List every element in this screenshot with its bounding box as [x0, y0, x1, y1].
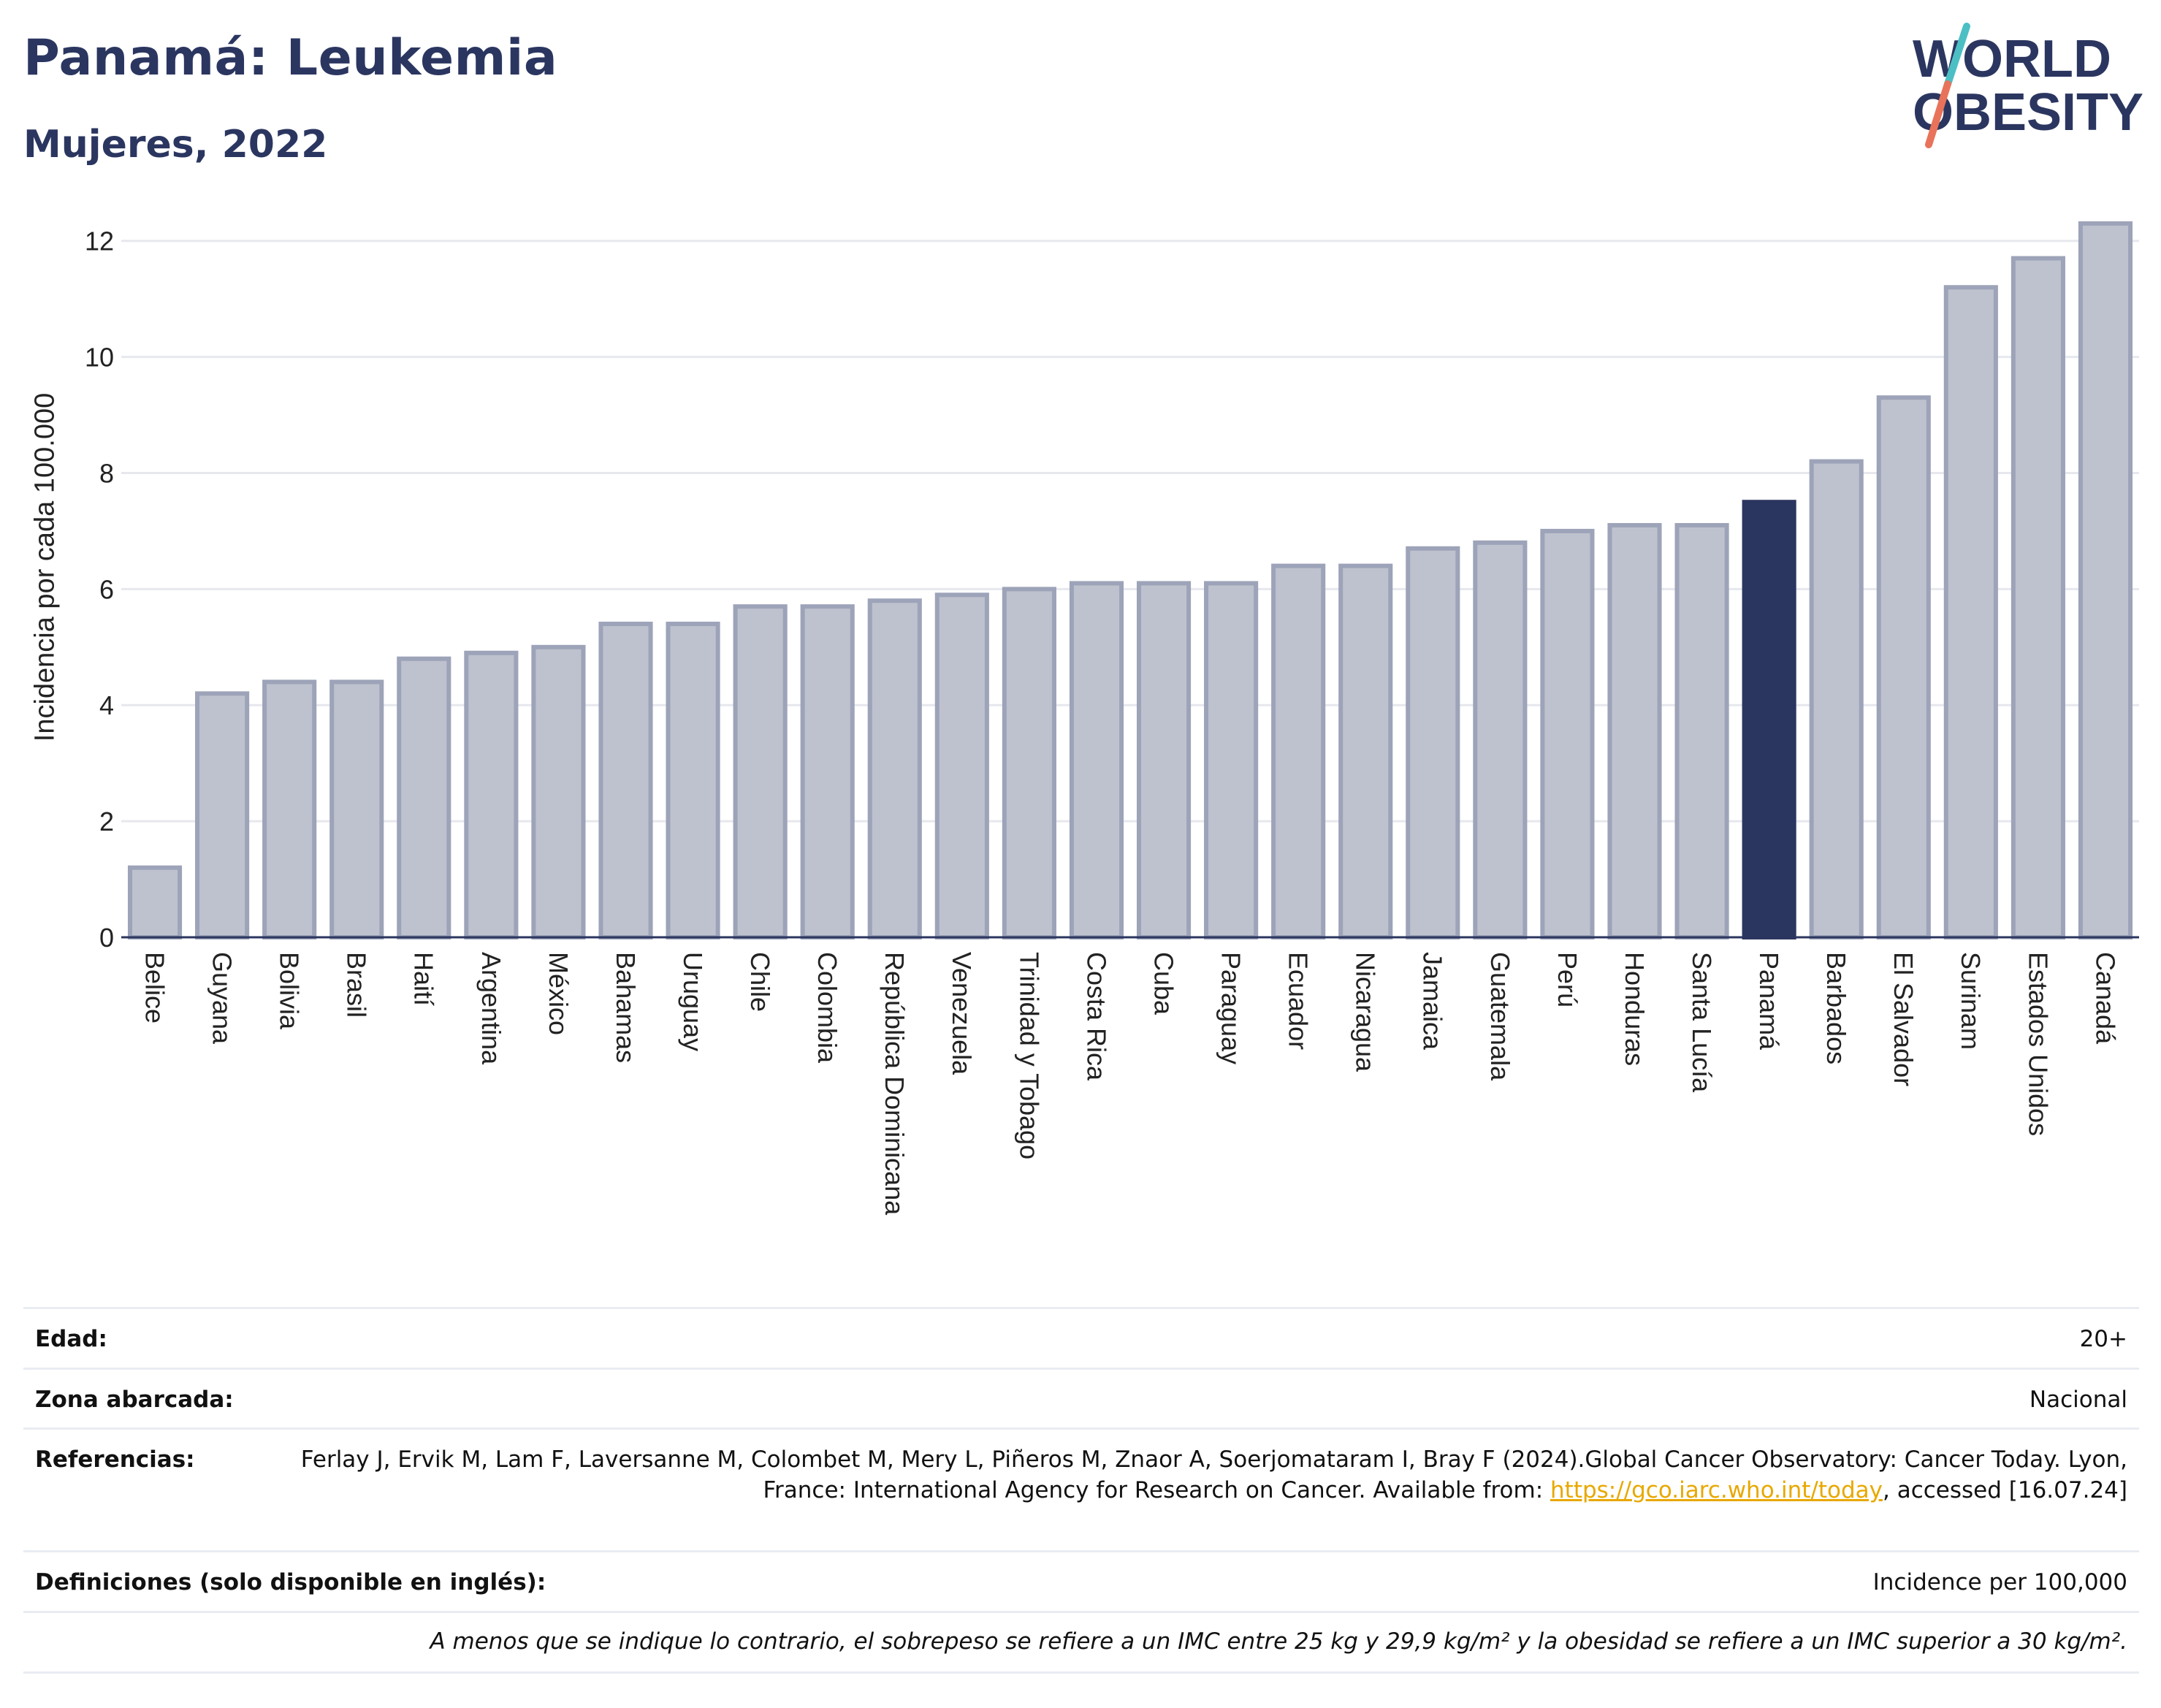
- bar-belice: [127, 865, 183, 939]
- bar-cuba: [1136, 581, 1192, 940]
- info-row-zone: Zona abarcada: Nacional: [23, 1370, 2139, 1430]
- bar-venezuela: [934, 592, 989, 940]
- x-tick-label: Colombia: [812, 952, 842, 1064]
- bar-honduras: [1607, 522, 1662, 939]
- x-tick-label: Nicaragua: [1351, 952, 1381, 1072]
- y-tick-label: 10: [85, 343, 114, 373]
- zone-value: Nacional: [2029, 1387, 2127, 1413]
- x-tick-label: Barbados: [1821, 952, 1851, 1064]
- bar-brasil: [329, 679, 384, 939]
- x-tick-label: Bolivia: [275, 952, 305, 1030]
- world-obesity-logo: WORLD OBESITY: [1913, 23, 2143, 148]
- bar-canadá: [2078, 221, 2133, 939]
- bar-el-salvador: [1876, 395, 1931, 939]
- y-tick-label: 4: [99, 690, 114, 720]
- bar-estados-unidos: [2011, 256, 2065, 939]
- logo-slash-top: [1944, 23, 1970, 88]
- grid-lines: [121, 240, 2139, 823]
- x-axis-labels: Belice Guyana Bolivia Brasil Haití Argentina M…: [140, 952, 2120, 1216]
- x-tick-label: Cuba: [1148, 952, 1178, 1015]
- bar-haití: [397, 656, 451, 939]
- x-tick-label: Paraguay: [1216, 952, 1246, 1064]
- x-tick-label: Costa Rica: [1081, 952, 1111, 1081]
- bar-uruguay: [666, 622, 720, 939]
- bar-santa-lucía: [1674, 522, 1729, 939]
- x-tick-label: Guatemala: [1485, 952, 1515, 1081]
- y-axis-label: Incidencia por cada 100.000: [29, 393, 60, 741]
- x-tick-label: Panamá: [1754, 952, 1784, 1051]
- info-table: Edad: 20+ Zona abarcada: Nacional Refere…: [23, 1307, 2139, 1674]
- zone-label: Zona abarcada:: [35, 1387, 234, 1413]
- definitions-value: Incidence per 100,000: [1872, 1569, 2127, 1595]
- x-tick-label: Trinidad y Tobago: [1014, 952, 1044, 1159]
- bar-paraguay: [1204, 581, 1259, 940]
- info-row-note: A menos que se indique lo contrario, el …: [23, 1613, 2139, 1674]
- chart-subtitle: Mujeres, 2022: [23, 123, 328, 167]
- logo-slash-bottom: [1925, 80, 1951, 148]
- references-accessed: , accessed [16.07.24]: [1882, 1477, 2127, 1503]
- x-tick-label: Canadá: [2090, 952, 2120, 1045]
- bar-nicaragua: [1338, 563, 1393, 939]
- bars: [127, 221, 2133, 940]
- x-tick-label: México: [544, 952, 573, 1035]
- y-tick-label: 12: [85, 226, 114, 256]
- x-tick-label: Guyana: [207, 952, 237, 1045]
- definitions-label: Definiciones (solo disponible en inglés)…: [35, 1569, 546, 1595]
- x-tick-label: Santa Lucía: [1687, 952, 1717, 1093]
- bar-bolivia: [262, 679, 317, 939]
- x-tick-label: Chile: [745, 952, 775, 1012]
- bar-chart: 0 2 4 6 8 10 12 Belice Guyana Bolivia Brasil Haití…: [29, 221, 2139, 1216]
- age-value: 20+: [2079, 1326, 2127, 1352]
- bar-méxico: [531, 644, 586, 939]
- x-tick-label: Uruguay: [678, 952, 708, 1051]
- bar-colombia: [800, 604, 855, 940]
- chart-title: Panamá: Leukemia: [23, 29, 558, 87]
- x-tick-label: Venezuela: [947, 952, 977, 1075]
- x-tick-label: Perú: [1552, 952, 1582, 1007]
- y-tick-label: 2: [99, 807, 114, 836]
- x-tick-label: Belice: [140, 952, 169, 1023]
- bar-surinam: [1943, 285, 1998, 940]
- bar-guatemala: [1473, 540, 1528, 939]
- bar-ecuador: [1271, 563, 1326, 939]
- bar-costa-rica: [1069, 581, 1124, 940]
- x-tick-label: El Salvador: [1889, 952, 1918, 1086]
- info-row-definitions: Definiciones (solo disponible en inglés)…: [23, 1552, 2139, 1613]
- bar-bahamas: [598, 622, 653, 939]
- bar-trinidad-y-tobago: [1002, 587, 1056, 939]
- y-tick-label: 0: [99, 923, 114, 953]
- y-tick-label: 8: [99, 458, 114, 488]
- references-link[interactable]: https://gco.iarc.who.int/today: [1550, 1477, 1883, 1503]
- bar-panamá: [1742, 500, 1796, 939]
- y-tick-label: 6: [99, 574, 114, 604]
- x-tick-label: Haití: [409, 952, 439, 1006]
- references-label: Referencias:: [35, 1446, 195, 1473]
- x-tick-label: Ecuador: [1284, 952, 1314, 1050]
- age-label: Edad:: [35, 1326, 107, 1352]
- references-text: Ferlay J, Ervik M, Lam F, Laversanne M, …: [300, 1446, 2127, 1503]
- bar-guyana: [195, 691, 250, 939]
- x-tick-label: Estados Unidos: [2023, 952, 2053, 1136]
- x-tick-label: Jamaica: [1418, 952, 1448, 1051]
- bar-perú: [1540, 528, 1595, 939]
- x-tick-label: República Dominicana: [880, 952, 910, 1216]
- bar-república-dominicana: [867, 598, 922, 939]
- info-row-age: Edad: 20+: [23, 1309, 2139, 1370]
- info-row-references: Referencias: Ferlay J, Ervik M, Lam F, L…: [23, 1430, 2139, 1552]
- bar-jamaica: [1406, 546, 1460, 939]
- x-tick-label: Brasil: [342, 952, 372, 1018]
- footnote: A menos que se indique lo contrario, el …: [430, 1628, 2127, 1655]
- x-tick-label: Surinam: [1956, 952, 1986, 1050]
- y-axis-ticks: 0 2 4 6 8 10 12: [85, 226, 114, 953]
- bar-argentina: [464, 650, 519, 940]
- x-tick-label: Bahamas: [611, 952, 641, 1063]
- x-tick-label: Argentina: [476, 952, 506, 1065]
- bar-barbados: [1809, 459, 1864, 939]
- bar-chile: [733, 604, 788, 940]
- x-tick-label: Honduras: [1620, 952, 1650, 1066]
- references-value: Ferlay J, Ervik M, Lam F, Laversanne M, …: [224, 1444, 2127, 1506]
- logo-text-obesity: OBESITY: [1913, 83, 2143, 142]
